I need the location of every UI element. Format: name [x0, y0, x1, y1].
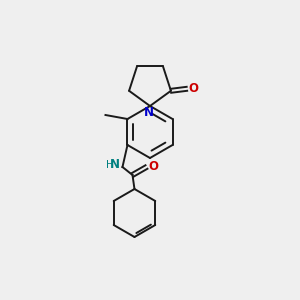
- Text: H: H: [106, 160, 113, 170]
- Text: N: N: [110, 158, 119, 172]
- Text: O: O: [188, 82, 198, 95]
- Text: O: O: [148, 160, 158, 172]
- Text: N: N: [144, 106, 154, 119]
